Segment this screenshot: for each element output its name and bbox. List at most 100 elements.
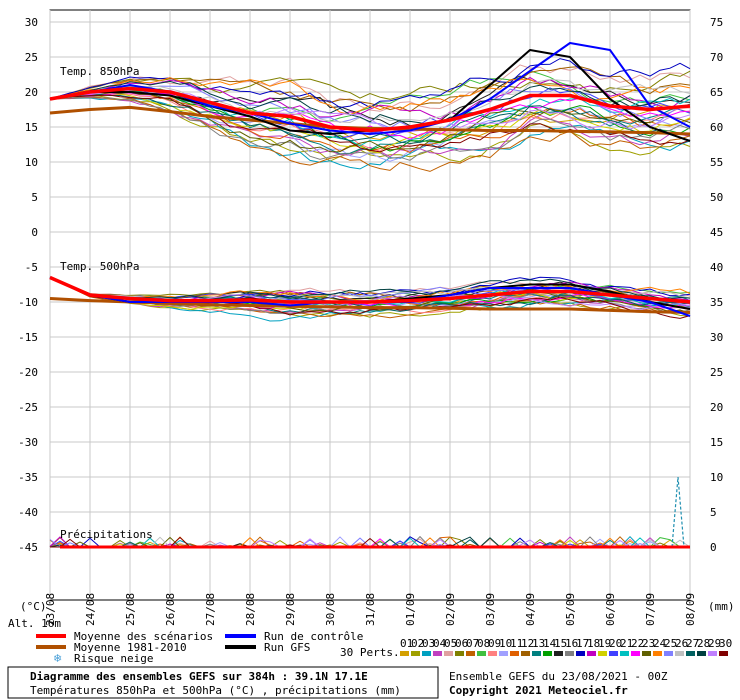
- pert-color-swatch: [510, 651, 519, 656]
- date-axis-ticks: 23/08 24/08 25/08 26/08 27/08 28/08 29/08 30/08…: [44, 593, 697, 626]
- pert-number-label: 23: [642, 637, 655, 650]
- pert-line-500: [49, 277, 691, 302]
- pert-number-label: 16: [565, 637, 578, 650]
- pert-color-swatch: [543, 651, 552, 656]
- pert-line-850: [49, 92, 691, 154]
- date-tick-label: 06/09: [604, 593, 617, 626]
- legend-snow-label: Risque neige: [74, 652, 153, 665]
- right-tick-label: 5: [710, 506, 717, 519]
- pert-number-label: 06: [455, 637, 468, 650]
- date-tick-label: 29/08: [284, 593, 297, 626]
- pert-number-label: 17: [576, 637, 589, 650]
- chart-title: Diagramme des ensembles GEFS sur 384h : …: [30, 670, 368, 683]
- pert-number-label: 12: [521, 637, 534, 650]
- pert-line-500: [49, 277, 691, 318]
- pert-color-swatch: [488, 651, 497, 656]
- pert-number-label: 30: [719, 637, 732, 650]
- pert-line-850: [49, 94, 691, 145]
- pert-color-swatch: [675, 651, 684, 656]
- pert-number-label: 02: [411, 637, 424, 650]
- pert-color-swatch: [576, 651, 585, 656]
- pert-color-swatch: [477, 651, 486, 656]
- legend-clim-label: Moyenne 1981-2010: [74, 641, 187, 654]
- left-tick-label: -20: [18, 366, 38, 379]
- right-tick-label: 70: [710, 51, 723, 64]
- left-tick-label: 5: [31, 191, 38, 204]
- pert-number-label: 05: [444, 637, 457, 650]
- pert-number-label: 13: [532, 637, 545, 650]
- right-tick-label: 75: [710, 16, 723, 29]
- t850-panel-label: Temp. 850hPa: [60, 65, 139, 78]
- pert-color-swatch: [686, 651, 695, 656]
- legend-perts-label: 30 Perts.: [340, 646, 400, 659]
- pert-color-swatch: [587, 651, 596, 656]
- precip-panel-label: Précipitations: [60, 528, 153, 541]
- left-tick-label: -5: [25, 261, 38, 274]
- pert-number-label: 24: [653, 637, 667, 650]
- pert-color-swatch: [433, 651, 442, 656]
- pert-number-label: 29: [708, 637, 721, 650]
- pert-color-swatch: [620, 651, 629, 656]
- pert-number-label: 26: [675, 637, 688, 650]
- right-tick-label: 0: [710, 541, 717, 554]
- left-tick-label: -35: [18, 471, 38, 484]
- left-tick-label: -25: [18, 401, 38, 414]
- date-tick-label: 03/09: [484, 593, 497, 626]
- left-tick-label: 10: [25, 156, 38, 169]
- precip-peak-line: [671, 476, 685, 548]
- pert-number-label: 07: [466, 637, 479, 650]
- right-tick-label: 30: [710, 331, 723, 344]
- date-tick-label: 04/09: [524, 593, 537, 626]
- title-box: [7, 666, 439, 699]
- left-tick-label: 30: [25, 16, 38, 29]
- pert-color-swatch: [631, 651, 640, 656]
- legend-gfs-label: Run GFS: [264, 641, 310, 654]
- pert-color-swatch: [598, 651, 607, 656]
- pert-color-swatch: [422, 651, 431, 656]
- right-tick-label: 25: [710, 366, 723, 379]
- pert-line-500: [49, 277, 691, 300]
- date-tick-label: 05/09: [564, 593, 577, 626]
- left-tick-label: -15: [18, 331, 38, 344]
- series-t850-moyenne-1981-2010: [49, 105, 691, 136]
- right-tick-label: 65: [710, 86, 723, 99]
- date-tick-label: 07/09: [644, 593, 657, 626]
- legend: Moyenne des scénarios Moyenne 1981-2010 …: [36, 630, 732, 665]
- left-unit-label: (°C): [20, 600, 47, 613]
- right-tick-label: 45: [710, 226, 723, 239]
- right-tick-label: 15: [710, 436, 723, 449]
- left-tick-label: 20: [25, 86, 38, 99]
- snowflake-icon: ❄: [53, 652, 62, 665]
- main-series-lines: [49, 42, 691, 549]
- date-tick-label: 24/08: [84, 593, 97, 626]
- pert-color-swatch: [609, 651, 618, 656]
- pert-color-swatch: [664, 651, 673, 656]
- pert-number-label: 09: [488, 637, 501, 650]
- pert-line-850: [49, 80, 691, 126]
- right-tick-label: 35: [710, 296, 723, 309]
- left-tick-label: -40: [18, 506, 38, 519]
- right-tick-label: 50: [710, 191, 723, 204]
- pert-color-swatch: [521, 651, 530, 656]
- run-label: Ensemble GEFS du 23/08/2021 - 00Z: [449, 670, 668, 683]
- pert-color-swatch: [411, 651, 420, 656]
- pert-color-swatch: [653, 651, 662, 656]
- pert-color-swatch: [400, 651, 409, 656]
- left-tick-label: -45: [18, 541, 38, 554]
- pert-number-label: 27: [686, 637, 699, 650]
- pert-number-label: 15: [554, 637, 567, 650]
- t500-panel-label: Temp. 500hPa: [60, 260, 139, 273]
- right-tick-label: 60: [710, 121, 723, 134]
- pert-number-label: 11: [510, 637, 523, 650]
- right-tick-label: 20: [710, 401, 723, 414]
- pert-line-850: [49, 97, 691, 161]
- date-tick-label: 25/08: [124, 593, 137, 626]
- date-tick-label: 26/08: [164, 593, 177, 626]
- pert-number-label: 28: [697, 637, 710, 650]
- pert-color-swatch: [466, 651, 475, 656]
- pert-color-swatch: [532, 651, 541, 656]
- pert-number-label: 18: [587, 637, 600, 650]
- left-tick-label: 0: [31, 226, 38, 239]
